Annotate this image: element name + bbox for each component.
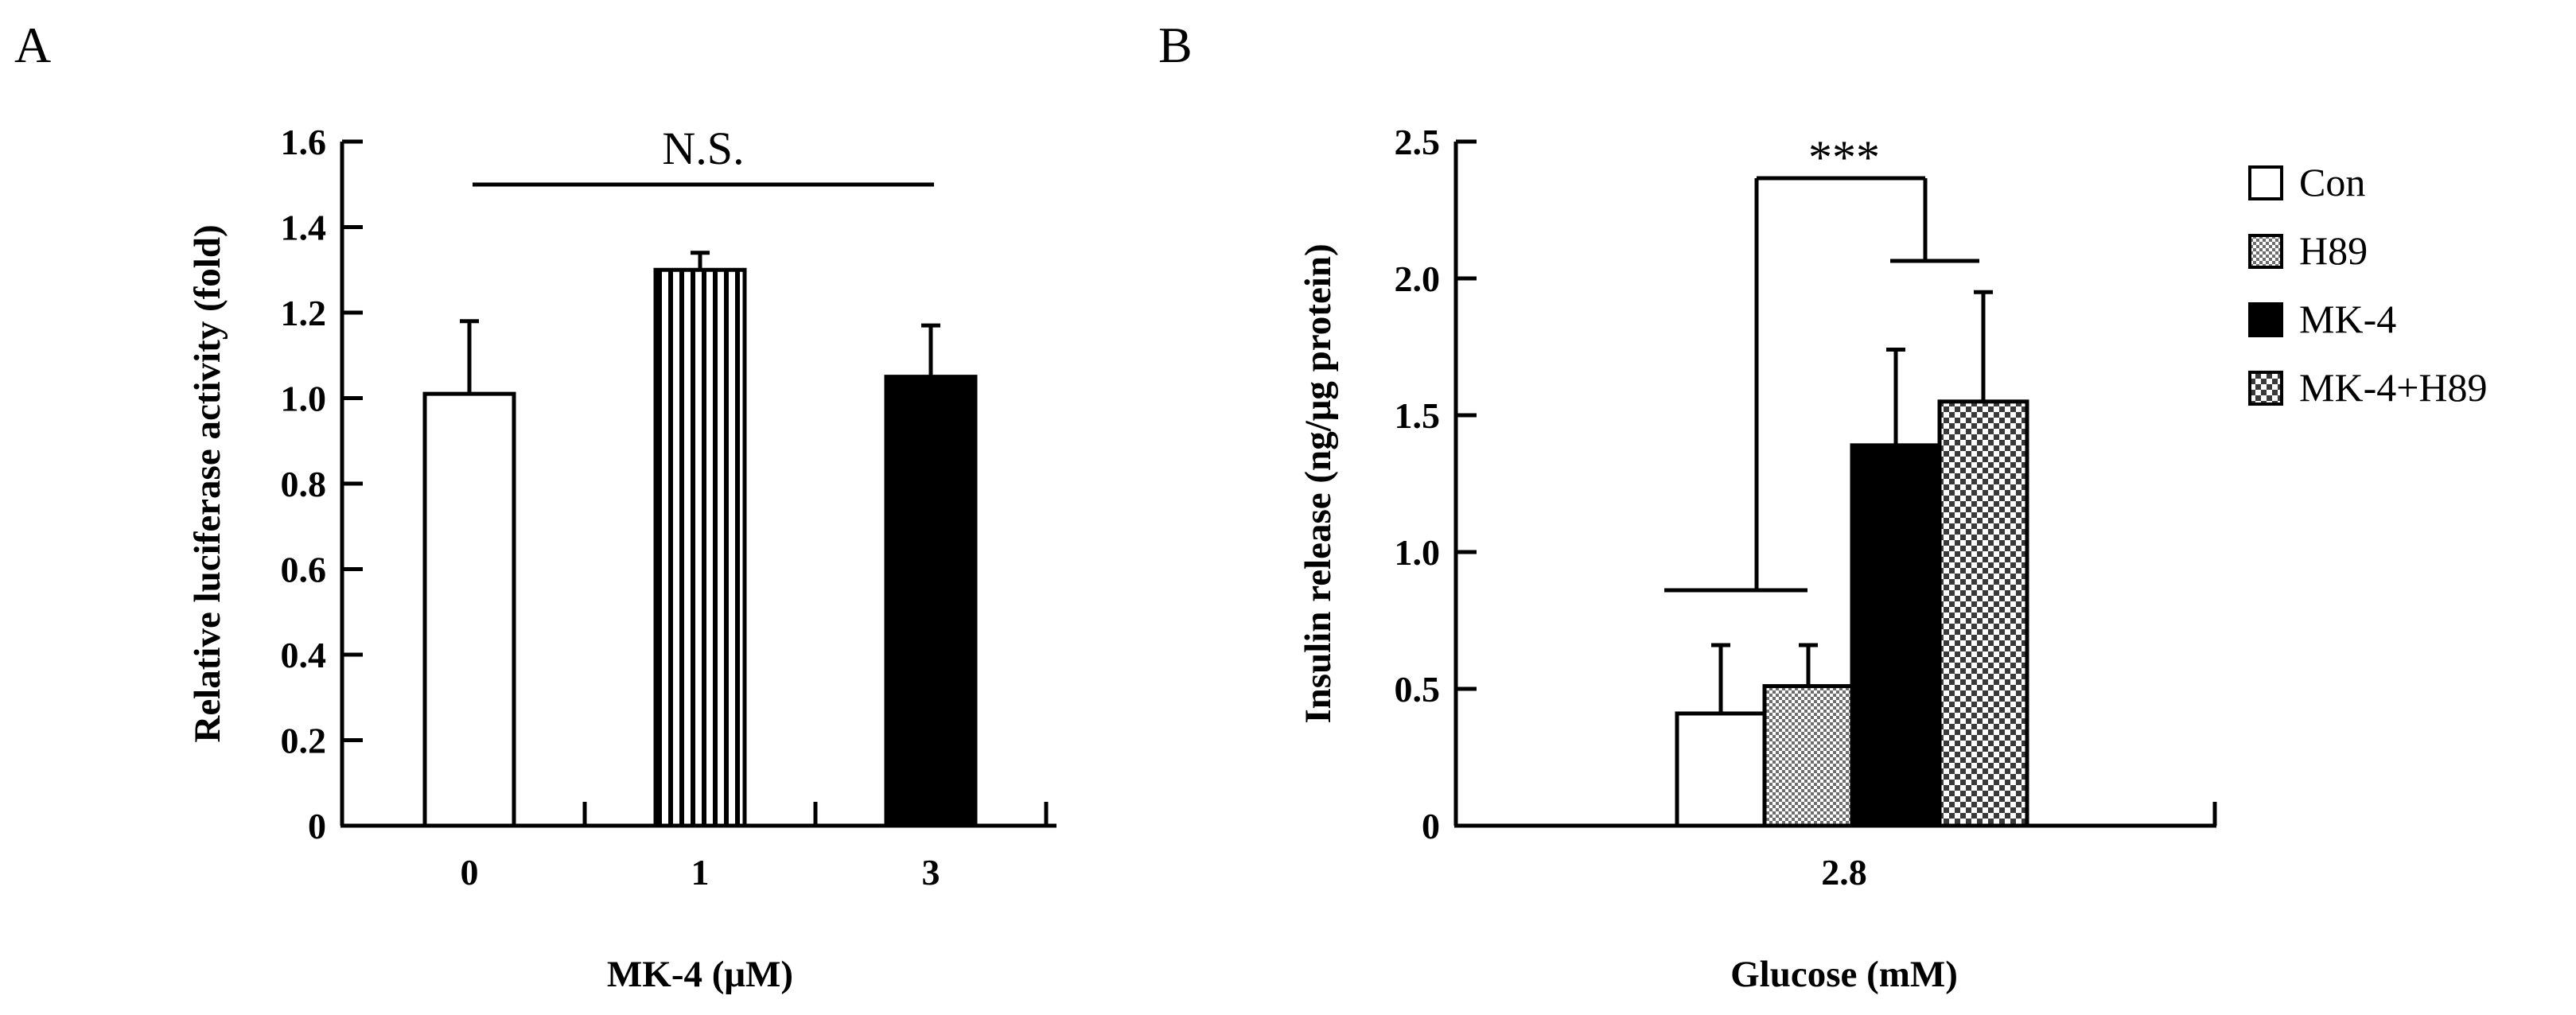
panel-b-y-tick-label: 0.5 (1395, 669, 1441, 710)
legend-swatch (2248, 371, 2283, 406)
legend-label: Con (2299, 160, 2365, 204)
legend-label: H89 (2299, 228, 2368, 273)
panel-b-bar (1937, 399, 2029, 828)
legend: Con H89 MK-4 MK-4+H89 (2248, 160, 2488, 410)
panel-b: B 0 0.5 1.0 1.5 2.0 2.5 2.8 Insulin release (… (1158, 17, 2488, 995)
legend-swatch (2248, 234, 2283, 269)
legend-swatch (2248, 302, 2283, 337)
panel-a-x-label: MK-4 (μM) (607, 954, 793, 995)
legend-label: MK-4+H89 (2299, 365, 2488, 410)
panel-b-label: B (1158, 17, 1193, 73)
panel-b-x-tick-label: 2.8 (1821, 852, 1867, 892)
panel-b-y-tick-label: 2.5 (1395, 122, 1441, 162)
panel-a-y-tick-label: 0 (308, 806, 326, 846)
significance-annotation: *** (1808, 131, 1880, 184)
panel-a-y-tick-label: 1.4 (281, 208, 327, 248)
panel-a-x-tick-label: 0 (461, 852, 479, 892)
panel-a: A 0 0.2 0.4 0.6 0.8 1.0 1.2 1.4 1.6 0 1 3 Relative… (14, 17, 1056, 995)
panel-a-y-tick-label: 1.2 (281, 293, 327, 333)
panel-a-x-tick-label: 1 (691, 852, 710, 892)
panel-b-x-label: Glucose (mM) (1730, 954, 1958, 995)
panel-a-y-tick-label: 0.6 (281, 550, 327, 590)
panel-b-bar (1675, 711, 1767, 828)
panel-b-bar (1850, 443, 1942, 828)
panel-a-y-tick-label: 0.4 (281, 635, 327, 675)
legend-label: MK-4 (2299, 297, 2396, 341)
panel-a-bar (422, 391, 516, 828)
panel-b-y-tick-label: 0 (1422, 806, 1440, 846)
panel-b-bar (1762, 684, 1854, 828)
panel-a-y-tick-label: 0.8 (281, 464, 327, 504)
panel-a-x-tick-label: 3 (922, 852, 940, 892)
panel-a-y-label: Relative luciferase activity (fold) (187, 224, 228, 742)
panel-a-label: A (14, 17, 51, 73)
panel-a-bar (884, 375, 978, 828)
legend-swatch (2248, 165, 2283, 200)
ns-annotation: N.S. (662, 122, 744, 174)
panel-a-y-tick-label: 0.2 (281, 721, 327, 761)
panel-a-y-tick-label: 1.6 (281, 122, 327, 162)
significance-bracket (1664, 176, 1979, 593)
panel-b-y-tick-label: 1.5 (1395, 395, 1441, 436)
panel-b-y-tick-label: 2.0 (1395, 259, 1441, 299)
panel-a-bar (653, 267, 747, 828)
panel-b-y-label: Insulin release (ng/μg protein) (1298, 243, 1339, 723)
panel-a-y-tick-label: 1.0 (281, 379, 327, 419)
panel-b-y-tick-label: 1.0 (1395, 532, 1441, 573)
